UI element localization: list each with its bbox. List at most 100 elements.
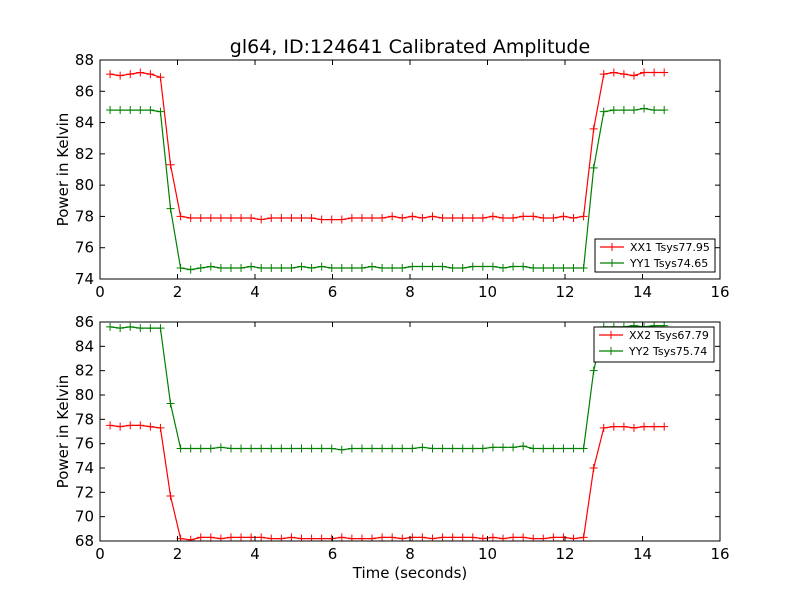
- data-point: [116, 422, 125, 431]
- y-tick-label: 82: [75, 362, 94, 380]
- legend-label: XX2 Tsys67.79: [629, 329, 709, 342]
- data-point: [297, 213, 306, 222]
- data-point: [619, 422, 628, 431]
- data-point: [327, 264, 336, 273]
- data-point: [287, 533, 296, 541]
- data-point: [216, 534, 225, 541]
- data-point: [156, 107, 165, 116]
- data-point: [609, 68, 618, 77]
- data-point: [146, 422, 155, 431]
- data-point: [640, 68, 649, 77]
- data-point: [579, 444, 588, 453]
- data-point: [176, 444, 185, 453]
- x-tick-label: 0: [95, 283, 105, 301]
- series-group: [106, 322, 669, 541]
- data-point: [408, 444, 417, 453]
- top-panel: 0 2 4 6 8 10 12 14 16 74 76 78 80 82 84 86 88 Power in Ke…: [54, 51, 730, 301]
- data-point: [499, 213, 507, 222]
- data-point: [529, 534, 538, 541]
- data-point: [378, 213, 387, 222]
- data-point: [549, 444, 558, 453]
- data-point: [196, 264, 205, 273]
- legend: XX2 Tsys67.79 YY2 Tsys75.74: [593, 326, 715, 363]
- data-point: [438, 262, 447, 271]
- data-point: [297, 262, 306, 271]
- x-tick-label: 0: [95, 545, 105, 563]
- data-point: [277, 264, 286, 273]
- data-point: [136, 106, 145, 115]
- y-tick-label: 76: [75, 239, 94, 257]
- y-tick-label: 84: [75, 337, 94, 355]
- data-point: [267, 264, 276, 273]
- y-tick-label: 88: [75, 51, 94, 69]
- data-point: [357, 213, 366, 222]
- data-point: [247, 213, 256, 222]
- data-point: [247, 533, 256, 541]
- data-point: [589, 464, 598, 472]
- data-point: [267, 534, 276, 541]
- data-point: [126, 421, 135, 430]
- data-point: [559, 264, 568, 273]
- data-point: [629, 423, 638, 432]
- data-point: [478, 213, 487, 222]
- data-point: [206, 444, 215, 453]
- data-point: [418, 262, 427, 271]
- data-point: [478, 444, 487, 453]
- data-point: [327, 444, 336, 453]
- data-point: [569, 264, 578, 273]
- data-point: [539, 444, 548, 453]
- data-point: [488, 262, 497, 271]
- data-point: [166, 204, 175, 213]
- data-point: [559, 444, 568, 453]
- legend-box: [593, 326, 715, 363]
- data-point: [216, 443, 225, 452]
- data-point: [660, 68, 669, 77]
- data-point: [488, 212, 497, 221]
- y-tick-label: 80: [75, 386, 94, 404]
- data-point: [136, 324, 145, 333]
- data-point: [257, 444, 266, 453]
- legend-swatch-marker: [608, 259, 616, 267]
- legend-swatch-marker: [608, 243, 616, 251]
- y-tick-label: 80: [75, 176, 94, 194]
- data-point: [408, 262, 417, 271]
- data-point: [116, 106, 125, 115]
- data-point: [448, 264, 457, 273]
- data-point: [448, 213, 457, 222]
- data-point: [337, 264, 346, 273]
- data-point: [529, 444, 538, 453]
- y-tick-label: 70: [75, 508, 94, 526]
- data-point: [408, 212, 417, 221]
- data-point: [509, 262, 518, 271]
- data-point: [619, 70, 628, 79]
- data-point: [206, 533, 215, 541]
- data-point: [428, 262, 437, 271]
- data-point: [327, 534, 336, 541]
- data-point: [428, 534, 437, 541]
- data-point: [488, 533, 497, 541]
- data-point: [307, 534, 316, 541]
- data-point: [599, 107, 608, 116]
- data-point: [287, 444, 296, 453]
- data-point: [629, 71, 638, 80]
- data-point: [549, 264, 558, 273]
- data-point: [559, 212, 568, 221]
- data-point: [136, 68, 145, 77]
- data-point: [579, 212, 588, 221]
- data-point: [146, 106, 155, 115]
- data-point: [660, 106, 669, 115]
- data-point: [368, 444, 377, 453]
- data-point: [569, 444, 578, 453]
- data-point: [388, 533, 397, 541]
- data-point: [317, 215, 326, 224]
- data-point: [458, 444, 467, 453]
- data-point: [589, 124, 598, 133]
- data-point: [519, 533, 528, 541]
- data-point: [237, 533, 246, 541]
- chart-title: gl64, ID:124641 Calibrated Amplitude: [230, 36, 590, 58]
- data-point: [226, 264, 235, 273]
- data-point: [237, 444, 246, 453]
- data-point: [186, 265, 195, 274]
- data-point: [519, 262, 528, 271]
- legend: XX1 Tsys77.95 YY1 Tsys74.65: [594, 238, 716, 273]
